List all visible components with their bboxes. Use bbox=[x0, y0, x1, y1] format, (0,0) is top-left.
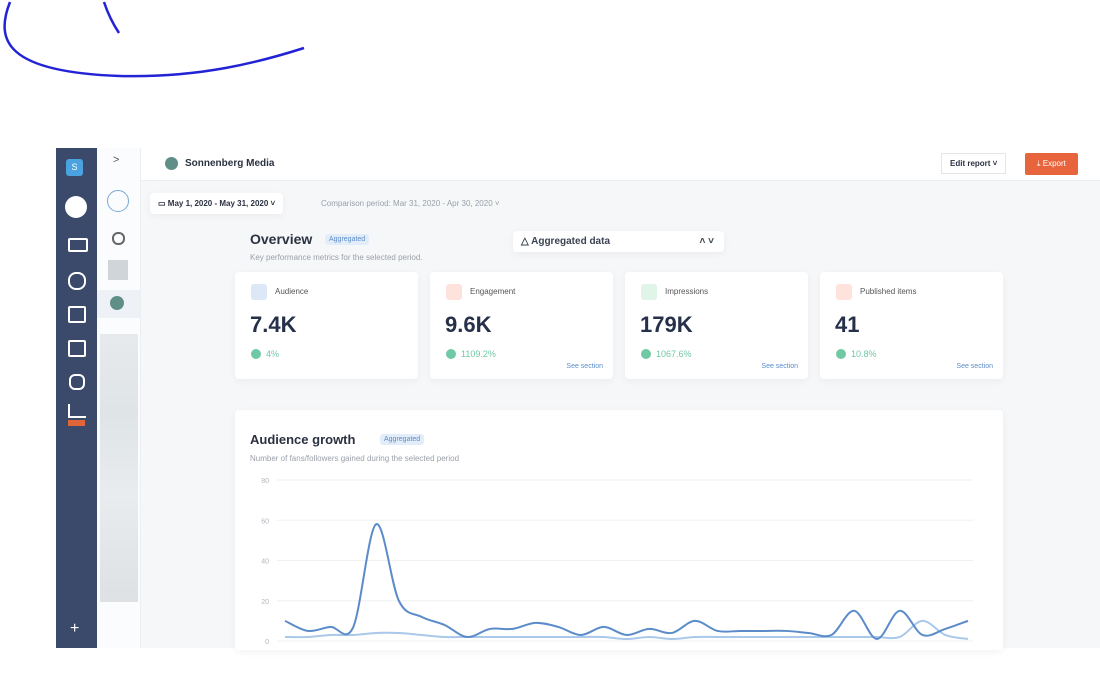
chart: 0 20 40 60 80 bbox=[261, 478, 973, 646]
metric-card: Engagement 9.6K 1109.2% See section bbox=[430, 272, 613, 379]
team-icon[interactable] bbox=[69, 374, 85, 390]
overview-title: Overview bbox=[250, 231, 313, 247]
brand-logo bbox=[165, 157, 178, 170]
calendar-icon[interactable] bbox=[68, 306, 86, 323]
metric-value: 9.6K bbox=[445, 312, 492, 337]
metric-value: 7.4K bbox=[250, 312, 297, 337]
top-bar: Sonnenberg Media Edit report ˅ ⤓ Export bbox=[141, 148, 1100, 181]
chart-card: Audience growth Aggregated Number of fan… bbox=[235, 410, 1003, 650]
y-tick-label: 80 bbox=[261, 478, 269, 485]
metric-value: 41 bbox=[835, 312, 860, 337]
metric-change: 1109.2% bbox=[461, 349, 496, 359]
inbox-icon[interactable] bbox=[68, 238, 88, 252]
profile-avatar bbox=[110, 296, 124, 310]
dropdown-label: Aggregated data bbox=[531, 236, 611, 247]
reports-icon[interactable] bbox=[68, 404, 86, 418]
compose-icon[interactable] bbox=[65, 196, 87, 218]
workspace-avatar[interactable]: S bbox=[66, 159, 83, 176]
series-line bbox=[284, 523, 969, 640]
chart-title: Audience growth bbox=[250, 432, 356, 447]
metric-card: Published items 41 10.8% See section bbox=[820, 272, 1003, 379]
export-label: Export bbox=[1042, 159, 1066, 168]
y-tick-label: 40 bbox=[261, 559, 269, 566]
listen-icon[interactable] bbox=[68, 272, 86, 290]
annotation-curve bbox=[3, 1, 305, 78]
overview-badge: Aggregated bbox=[325, 234, 370, 245]
y-tick-label: 60 bbox=[261, 518, 269, 525]
change-icon bbox=[836, 349, 846, 359]
metric-value: 179K bbox=[640, 312, 693, 337]
change-icon bbox=[641, 349, 651, 359]
metric-icon bbox=[641, 284, 657, 300]
overview-subtitle: Key performance metrics for the selected… bbox=[250, 253, 423, 262]
planner-icon[interactable] bbox=[68, 340, 86, 357]
metric-icon bbox=[836, 284, 852, 300]
see-section-link[interactable]: See section bbox=[761, 363, 798, 370]
export-button[interactable]: ⤓ Export bbox=[1025, 153, 1078, 175]
date-range: May 1, 2020 - May 31, 2020 bbox=[167, 199, 269, 208]
metric-label: Impressions bbox=[665, 287, 709, 296]
metric-change: 1067.6% bbox=[656, 349, 692, 359]
change-icon bbox=[446, 349, 456, 359]
see-section-link[interactable]: See section bbox=[956, 363, 993, 370]
metric-card: Audience 7.4K 4% bbox=[235, 272, 418, 379]
comparison-label: Comparison period: Mar 31, 2020 - Apr 30… bbox=[321, 199, 493, 208]
metric-label: Published items bbox=[860, 287, 917, 296]
series-line bbox=[284, 619, 969, 640]
search-icon[interactable] bbox=[112, 232, 125, 245]
date-range-picker[interactable]: ▭ May 1, 2020 - May 31, 2020 ˅ bbox=[150, 193, 284, 214]
edit-report-label: Edit report bbox=[950, 159, 991, 168]
y-tick-label: 0 bbox=[265, 639, 269, 646]
metric-label: Audience bbox=[275, 287, 309, 296]
sidebar: S + bbox=[56, 148, 97, 648]
metric-label: Engagement bbox=[470, 287, 516, 296]
metric-change: 4% bbox=[266, 349, 280, 359]
metric-icon bbox=[251, 284, 267, 300]
expand-icon[interactable]: > bbox=[113, 154, 120, 166]
metric-card: Impressions 179K 1067.6% See section bbox=[625, 272, 808, 379]
group-icon[interactable] bbox=[107, 190, 129, 212]
change-icon bbox=[251, 349, 261, 359]
chart-badge: Aggregated bbox=[380, 434, 425, 445]
chart-subtitle: Number of fans/followers gained during t… bbox=[250, 454, 460, 463]
profile-panel: > bbox=[97, 148, 141, 648]
metric-change: 10.8% bbox=[851, 349, 877, 359]
y-tick-label: 20 bbox=[261, 599, 269, 606]
reports-badge bbox=[68, 420, 85, 426]
add-icon[interactable]: + bbox=[70, 620, 80, 637]
profile-thumb[interactable] bbox=[108, 260, 128, 280]
metric-icon bbox=[446, 284, 462, 300]
comparison-period[interactable]: Comparison period: Mar 31, 2020 - Apr 30… bbox=[321, 199, 500, 208]
blurred-profiles bbox=[100, 334, 138, 602]
aggregated-dropdown[interactable]: △ Aggregated data ˄ ˅ bbox=[513, 231, 724, 252]
edit-report-button[interactable]: Edit report ˅ bbox=[941, 153, 1007, 174]
brand-name: Sonnenberg Media bbox=[185, 158, 275, 169]
see-section-link[interactable]: See section bbox=[566, 363, 603, 370]
